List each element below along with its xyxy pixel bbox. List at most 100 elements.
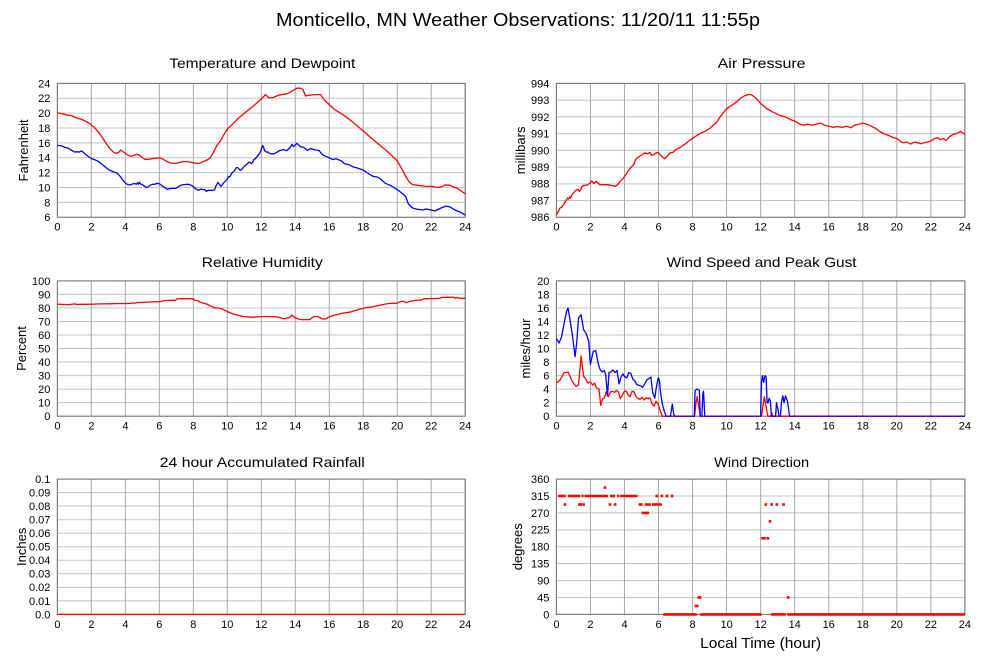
svg-text:10: 10 — [38, 182, 50, 194]
svg-text:12: 12 — [255, 619, 267, 631]
svg-text:991: 991 — [531, 129, 549, 141]
svg-text:0: 0 — [543, 609, 549, 621]
svg-text:14: 14 — [38, 153, 50, 165]
svg-text:14: 14 — [789, 222, 801, 234]
svg-text:22: 22 — [425, 619, 437, 631]
svg-text:4: 4 — [621, 222, 627, 234]
svg-text:Wind Direction: Wind Direction — [714, 454, 809, 470]
svg-text:18: 18 — [38, 123, 50, 135]
svg-text:2: 2 — [88, 421, 94, 433]
svg-text:360: 360 — [531, 474, 549, 486]
svg-text:70: 70 — [38, 316, 50, 328]
svg-text:6: 6 — [543, 371, 549, 383]
svg-text:986: 986 — [531, 212, 549, 224]
svg-text:10: 10 — [221, 619, 233, 631]
svg-text:16: 16 — [823, 222, 835, 234]
svg-text:0.0: 0.0 — [35, 609, 50, 621]
svg-text:0: 0 — [553, 421, 559, 433]
svg-text:8: 8 — [543, 357, 549, 369]
svg-text:12: 12 — [255, 421, 267, 433]
svg-text:0.1: 0.1 — [35, 474, 50, 486]
svg-text:225: 225 — [531, 525, 549, 537]
svg-text:22: 22 — [425, 421, 437, 433]
svg-text:0: 0 — [543, 411, 549, 423]
svg-text:8: 8 — [190, 619, 196, 631]
svg-text:20: 20 — [391, 222, 403, 234]
svg-text:4: 4 — [621, 619, 627, 631]
svg-text:6: 6 — [156, 222, 162, 234]
svg-text:Wind Speed and Peak Gust: Wind Speed and Peak Gust — [667, 254, 857, 270]
svg-text:8: 8 — [44, 197, 50, 209]
svg-text:10: 10 — [720, 619, 732, 631]
svg-text:24: 24 — [959, 619, 971, 631]
svg-text:Monticello, MN Weather Observa: Monticello, MN Weather Observations: 11/… — [276, 10, 760, 30]
svg-text:12: 12 — [754, 222, 766, 234]
svg-text:0.07: 0.07 — [29, 515, 50, 527]
svg-text:270: 270 — [531, 508, 549, 520]
svg-text:10: 10 — [720, 421, 732, 433]
svg-text:24: 24 — [459, 421, 471, 433]
svg-text:0.06: 0.06 — [29, 528, 50, 540]
svg-text:20: 20 — [391, 619, 403, 631]
svg-text:6: 6 — [655, 619, 661, 631]
svg-text:315: 315 — [531, 491, 549, 503]
svg-text:12: 12 — [754, 619, 766, 631]
svg-text:4: 4 — [122, 619, 128, 631]
svg-text:Local Time (hour): Local Time (hour) — [700, 635, 821, 652]
svg-text:16: 16 — [323, 619, 335, 631]
svg-text:0.09: 0.09 — [29, 488, 50, 500]
svg-text:18: 18 — [357, 421, 369, 433]
svg-text:14: 14 — [289, 222, 301, 234]
svg-text:6: 6 — [655, 222, 661, 234]
svg-text:degrees: degrees — [510, 523, 525, 570]
svg-text:Temperature and Dewpoint: Temperature and Dewpoint — [169, 55, 355, 71]
svg-text:0.01: 0.01 — [29, 596, 50, 608]
svg-text:0: 0 — [54, 222, 60, 234]
svg-text:14: 14 — [289, 421, 301, 433]
svg-text:0.03: 0.03 — [29, 569, 50, 581]
svg-text:0: 0 — [54, 421, 60, 433]
svg-text:22: 22 — [925, 421, 937, 433]
svg-text:8: 8 — [690, 421, 696, 433]
svg-text:24 hour Accumulated Rainfall: 24 hour Accumulated Rainfall — [160, 454, 365, 470]
svg-text:10: 10 — [221, 222, 233, 234]
svg-text:12: 12 — [38, 168, 50, 180]
svg-text:20: 20 — [891, 619, 903, 631]
svg-text:14: 14 — [789, 421, 801, 433]
svg-text:0.05: 0.05 — [29, 542, 50, 554]
svg-text:2: 2 — [587, 421, 593, 433]
svg-text:14: 14 — [789, 619, 801, 631]
svg-text:Relative Humidity: Relative Humidity — [202, 254, 323, 270]
svg-text:16: 16 — [823, 619, 835, 631]
svg-text:16: 16 — [323, 421, 335, 433]
svg-text:22: 22 — [38, 93, 50, 105]
svg-text:10: 10 — [38, 398, 50, 410]
svg-text:6: 6 — [655, 421, 661, 433]
svg-text:4: 4 — [122, 222, 128, 234]
svg-text:22: 22 — [925, 619, 937, 631]
svg-text:50: 50 — [38, 343, 50, 355]
svg-text:6: 6 — [156, 421, 162, 433]
svg-text:Fahrenheit: Fahrenheit — [16, 119, 31, 182]
svg-text:135: 135 — [531, 559, 549, 571]
svg-text:6: 6 — [156, 619, 162, 631]
svg-text:2: 2 — [88, 619, 94, 631]
svg-text:0: 0 — [553, 222, 559, 234]
svg-text:990: 990 — [531, 145, 549, 157]
svg-text:8: 8 — [690, 619, 696, 631]
svg-text:24: 24 — [459, 222, 471, 234]
svg-text:20: 20 — [891, 222, 903, 234]
svg-text:22: 22 — [925, 222, 937, 234]
svg-text:20: 20 — [38, 108, 50, 120]
svg-text:6: 6 — [44, 212, 50, 224]
svg-text:20: 20 — [391, 421, 403, 433]
svg-text:18: 18 — [857, 619, 869, 631]
svg-text:180: 180 — [531, 542, 549, 554]
svg-text:0.08: 0.08 — [29, 501, 50, 513]
svg-text:24: 24 — [959, 421, 971, 433]
svg-text:12: 12 — [754, 421, 766, 433]
svg-text:10: 10 — [720, 222, 732, 234]
svg-text:18: 18 — [357, 222, 369, 234]
svg-text:45: 45 — [537, 592, 549, 604]
svg-text:8: 8 — [190, 421, 196, 433]
